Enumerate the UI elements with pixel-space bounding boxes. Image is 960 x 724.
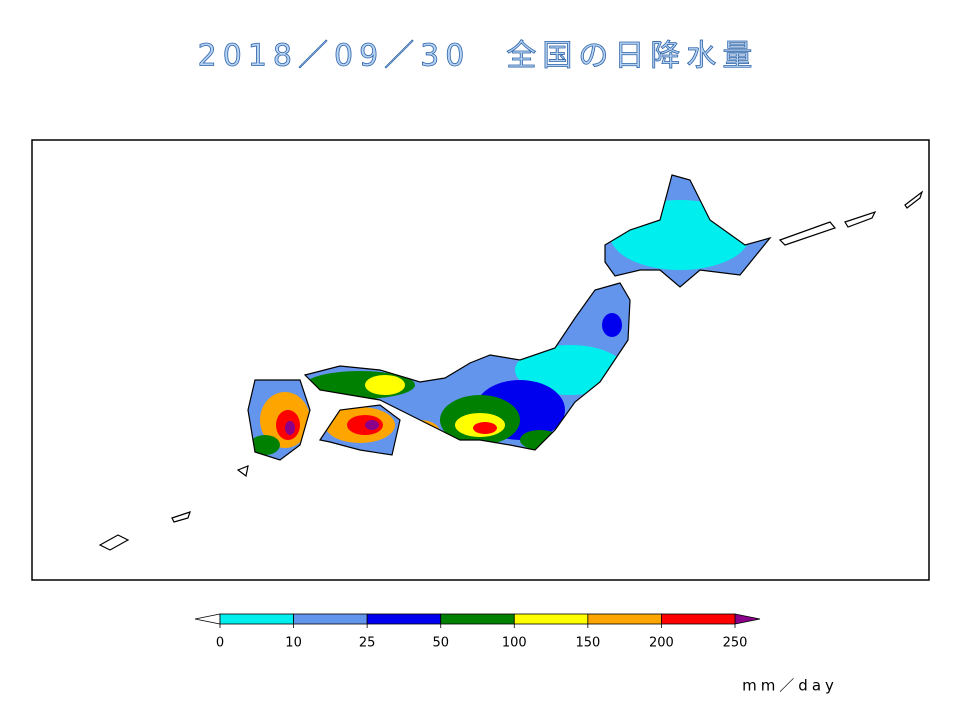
colorbar-tick-label: 150 [575,636,600,651]
title: 2018／09／30 全国の日降水量 [198,39,759,74]
colorbar-under [194,613,221,625]
colorbar-segment [366,613,442,625]
colorbar-segment [661,613,736,625]
colorbar-tick-label: 25 [359,636,376,651]
coastline [98,174,924,551]
colorbar-tick-label: 250 [723,636,748,651]
colorbar-tick-label: 200 [649,636,674,651]
colorbar-over [734,613,761,625]
colorbar-segment [440,613,515,625]
colorbar-segment [587,613,662,625]
colorbar-segment [219,613,294,625]
colorbar-tick-label: 100 [502,636,527,651]
colorbar: 0 10 25 50 100 150 200 250 [194,613,761,651]
colorbar-segment [293,613,368,625]
colorbar-segment [513,613,589,625]
colorbar-tick-label: 0 [216,636,224,651]
colorbar-tick-label: 10 [285,636,302,651]
colorbar-unit: mm／day [742,677,838,695]
colorbar-tick-label: 50 [432,636,449,651]
